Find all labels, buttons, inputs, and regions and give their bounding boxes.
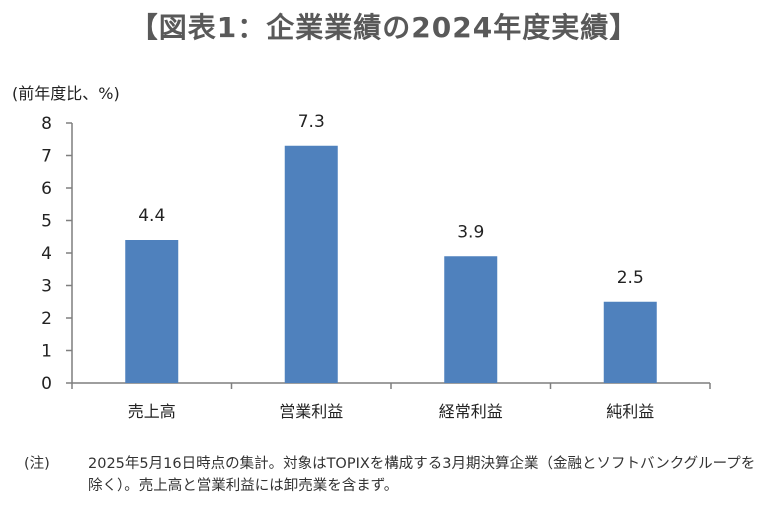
bar-2 [284,145,338,383]
y-tick-label: 7 [41,147,52,167]
footnote: (注) 2025年5月16日時点の集計。対象はTOPIXを構成する3月期決算企業… [24,453,764,497]
y-tick-label: 3 [41,277,52,297]
bar-3 [444,256,498,383]
chart-title: 【図表1：企業業績の2024年度実績】 [129,11,639,44]
bar-chart: 0 1 2 3 4 5 6 7 8 4.4 売上高 7.3 営業利益 3.9 経常利益 2.5 純利益 [41,112,711,421]
bar-1 [125,240,179,383]
y-tick-label: 8 [41,114,52,134]
y-tick-label: 6 [41,179,52,199]
y-tick-label: 5 [41,212,52,232]
x-category-label: 売上高 [128,402,176,421]
bar-value-label: 2.5 [617,268,644,288]
x-category-label: 純利益 [606,402,654,421]
x-category-label: 営業利益 [279,402,343,421]
footnote-marker: (注) [24,456,50,472]
bar-value-label: 7.3 [298,112,325,132]
footnote-text: 2025年5月16日時点の集計。対象はTOPIXを構成する3月期決算企業（金融と… [88,456,756,494]
bar-value-label: 4.4 [138,206,165,226]
x-category-label: 経常利益 [439,402,503,421]
bar-4 [603,301,657,383]
y-axis-unit-label: (前年度比、%) [12,84,120,103]
y-tick-label: 2 [41,309,52,329]
y-tick-label: 4 [41,244,52,264]
y-tick-label: 0 [41,374,52,394]
bar-value-label: 3.9 [457,222,484,242]
y-tick-label: 1 [41,342,52,362]
